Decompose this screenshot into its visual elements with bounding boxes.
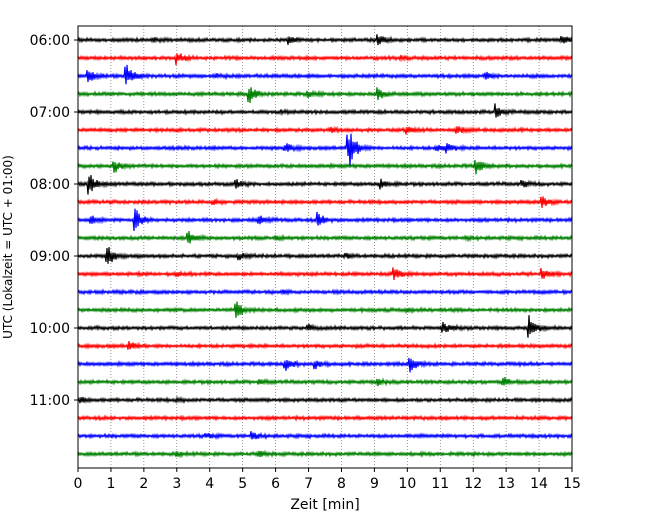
y-axis-label: UTC (Lokalzeit = UTC + 01:00)	[1, 155, 15, 339]
x-axis-label: Zeit [min]	[290, 497, 359, 513]
x-tick-label: 3	[172, 476, 181, 492]
y-tick-label: 06:00	[30, 33, 70, 49]
x-axis-ticks: 0 1 2 3 4 5 6 7 8 9 10 11 12 13 14 15	[74, 468, 581, 492]
seismogram-trace-1000	[77, 315, 573, 338]
x-tick-label: 1	[106, 476, 115, 492]
y-tick-label: 08:00	[30, 177, 70, 193]
seismogram-trace-0715	[77, 125, 573, 135]
seismogram-trace-1015	[77, 341, 573, 350]
seismogram-trace-0730	[77, 133, 573, 168]
plot-frame	[77, 25, 573, 469]
x-tick-label: 14	[530, 476, 548, 492]
x-tick-label: 10	[398, 476, 416, 492]
x-tick-label: 6	[271, 476, 280, 492]
seismogram-trace-0800	[77, 175, 573, 195]
x-tick-label: 4	[205, 476, 214, 492]
x-tick-label: 8	[337, 476, 346, 492]
x-tick-label: 9	[370, 476, 379, 492]
seismogram-trace-1030	[77, 357, 573, 373]
seismogram-trace-0600	[77, 34, 573, 46]
seismogram-trace-1115	[77, 414, 573, 422]
y-tick-label: 09:00	[30, 249, 70, 265]
plot-background	[78, 26, 572, 468]
seismogram-trace-0930	[77, 288, 573, 297]
seismogram-trace-0615	[77, 53, 573, 66]
y-axis-ticks: 06:00 07:00 08:00 09:00 10:00 11:00	[30, 33, 78, 409]
x-tick-label: 12	[464, 476, 482, 492]
seismogram-trace-0645	[77, 87, 573, 104]
x-tick-label: 5	[238, 476, 247, 492]
x-tick-label: 15	[563, 476, 581, 492]
seismogram-trace-0900	[77, 247, 573, 264]
traces	[77, 34, 573, 459]
seismogram-trace-1100	[77, 395, 573, 405]
seismogram-trace-1045	[77, 377, 573, 387]
seismogram-trace-1130	[77, 431, 573, 441]
seismogram-trace-1145	[77, 449, 573, 459]
y-tick-label: 10:00	[30, 321, 70, 337]
seismogram-trace-0945	[77, 301, 573, 318]
seismogram-trace-0700	[77, 103, 573, 118]
x-tick-label: 11	[431, 476, 449, 492]
seismogram-trace-0815	[77, 196, 573, 208]
x-tick-label: 0	[74, 476, 83, 492]
seismogram-trace-0830	[77, 208, 573, 232]
seismogram-trace-0630	[77, 64, 573, 85]
y-tick-label: 11:00	[30, 393, 70, 409]
x-tick-label: 13	[497, 476, 515, 492]
x-tick-label: 7	[304, 476, 313, 492]
seismogram-trace-0745	[77, 159, 573, 175]
seismogram-trace-0845	[77, 230, 573, 244]
x-tick-label: 2	[139, 476, 148, 492]
y-tick-label: 07:00	[30, 105, 70, 121]
seismogram-trace-0915	[77, 267, 573, 281]
